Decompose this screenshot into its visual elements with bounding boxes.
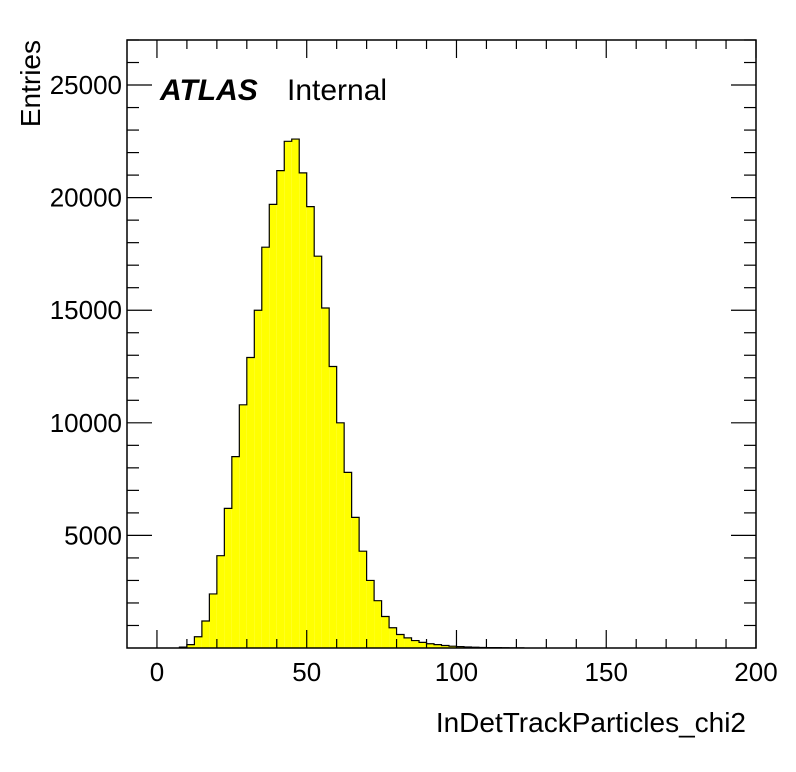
histogram-bar [389, 627, 397, 648]
histogram-bar [209, 593, 217, 648]
histogram-bar [344, 472, 352, 648]
histogram-bar [276, 170, 285, 648]
histogram-bar [291, 139, 300, 648]
histogram-bar [201, 620, 210, 648]
histogram-bar [284, 141, 292, 649]
histogram-bar [246, 357, 255, 648]
y-tick-label: 15000 [50, 295, 122, 325]
x-tick-label: 0 [150, 657, 164, 687]
histogram-bar [306, 206, 315, 649]
histogram-bar [441, 645, 449, 648]
plot-frame [126, 39, 757, 649]
histogram-bar [321, 307, 330, 648]
histogram-bar [336, 422, 345, 648]
y-tick-label: 5000 [64, 520, 122, 550]
y-tick-label: 10000 [50, 408, 122, 438]
histogram-bar [216, 555, 225, 648]
histogram-bar [419, 642, 427, 648]
y-axis-title: Entries [15, 40, 46, 127]
histogram-bar [329, 366, 337, 648]
histogram-bar [239, 404, 247, 648]
histogram-bar [381, 616, 390, 648]
tick-labels: 0 50 100 150 200 5000 10000 15000 20000 25000 [50, 70, 778, 687]
histogram-bar [314, 256, 322, 648]
histogram-bar [269, 204, 277, 648]
atlas-label: ATLAS [159, 74, 258, 107]
histogram-outline [178, 138, 525, 649]
histogram-bar [404, 637, 412, 648]
y-tick-label: 20000 [50, 183, 122, 213]
status-label: Internal [287, 74, 387, 107]
histogram-bar [231, 456, 240, 648]
histogram-bar [359, 551, 367, 648]
x-tick-label: 200 [734, 657, 777, 687]
histogram-bar [261, 247, 270, 649]
histogram-bar [396, 634, 405, 648]
histogram-bar [411, 640, 420, 648]
histogram-bar [434, 644, 442, 648]
histogram-bar [448, 646, 457, 648]
histogram-bar [186, 644, 195, 648]
histogram-bar [426, 643, 435, 648]
x-tick-label: 50 [292, 657, 321, 687]
x-tick-label: 100 [435, 657, 478, 687]
x-tick-label: 150 [585, 657, 628, 687]
histogram-bar [224, 508, 232, 648]
histogram-bar [351, 517, 360, 648]
histogram-bars [179, 139, 524, 649]
histogram-bar [366, 580, 375, 648]
y-tick-label: 25000 [50, 70, 122, 100]
x-axis-title: InDetTrackParticles_chi2 [436, 707, 746, 738]
histogram-bar [194, 636, 202, 648]
histogram-bar [299, 172, 307, 648]
histogram-bar [374, 600, 382, 648]
histogram-bar [254, 310, 262, 648]
axis-ticks [127, 39, 757, 648]
